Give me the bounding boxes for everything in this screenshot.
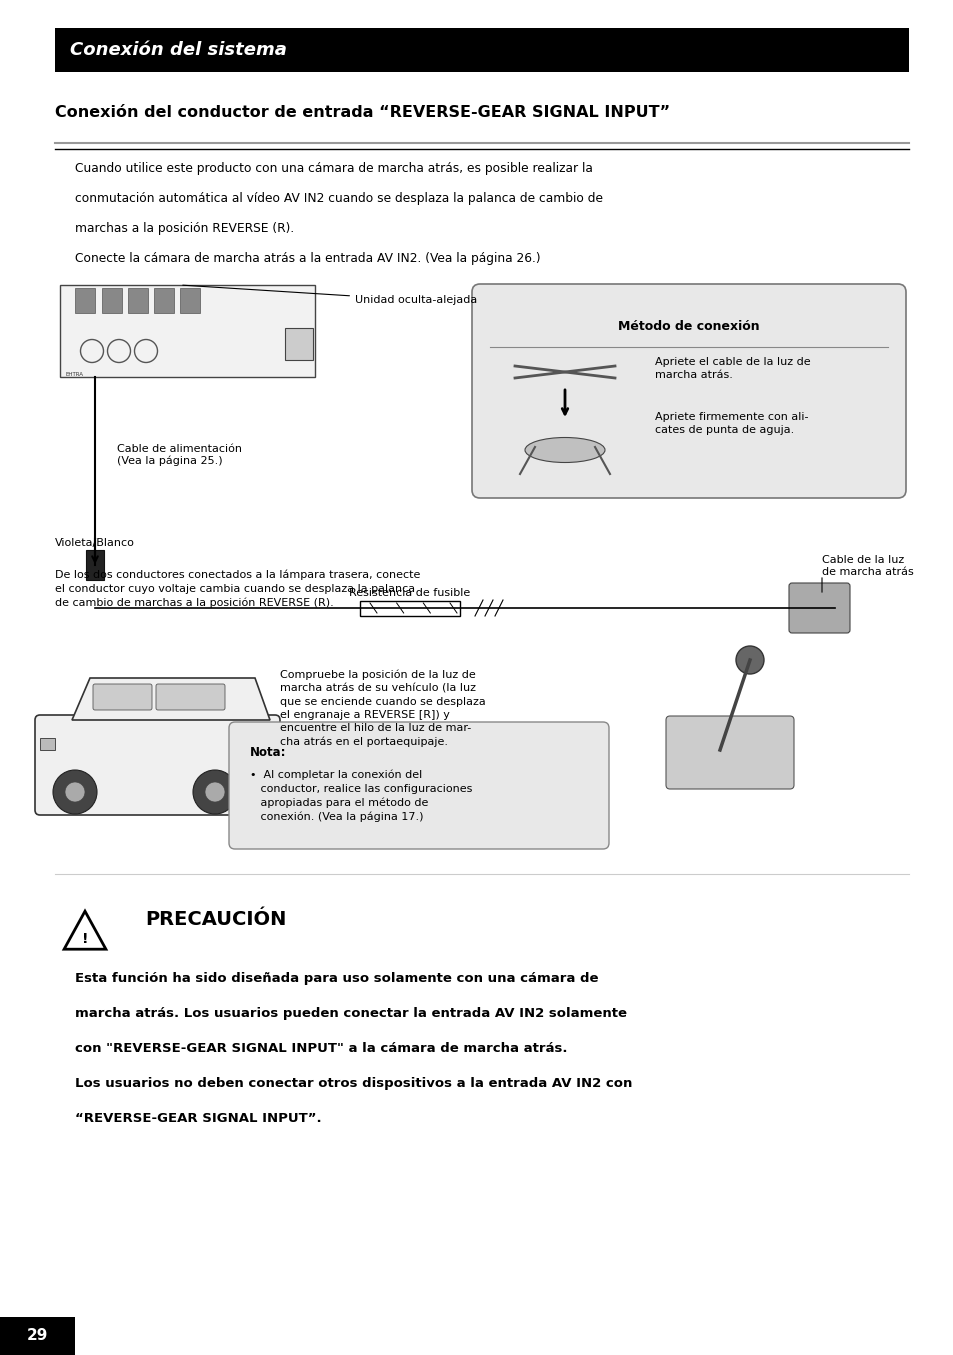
FancyBboxPatch shape [92, 684, 152, 710]
FancyBboxPatch shape [788, 583, 849, 633]
Text: Apriete firmemente con ali-
cates de punta de aguja.: Apriete firmemente con ali- cates de pun… [655, 412, 807, 435]
Text: 29: 29 [27, 1328, 49, 1344]
Text: marchas a la posición REVERSE (R).: marchas a la posición REVERSE (R). [75, 222, 294, 234]
FancyBboxPatch shape [156, 684, 225, 710]
Bar [0, 1317, 75, 1355]
Text: Los usuarios no deben conectar otros dispositivos a la entrada AV IN2 con: Los usuarios no deben conectar otros dis… [75, 1077, 632, 1089]
Circle shape [108, 340, 131, 363]
Text: De los dos conductores conectados a la lámpara trasera, conecte
el conductor cuy: De los dos conductores conectados a la l… [55, 570, 420, 607]
Text: con "REVERSE-GEAR SIGNAL INPUT" a la cámara de marcha atrás.: con "REVERSE-GEAR SIGNAL INPUT" a la cám… [75, 1042, 567, 1056]
Circle shape [205, 782, 225, 802]
FancyBboxPatch shape [472, 285, 905, 499]
Text: Esta función ha sido diseñada para uso solamente con una cámara de: Esta función ha sido diseñada para uso s… [75, 972, 598, 985]
FancyBboxPatch shape [797, 588, 831, 627]
Circle shape [53, 770, 97, 814]
Polygon shape [71, 678, 270, 720]
Text: Cable de la luz
de marcha atrás: Cable de la luz de marcha atrás [821, 556, 913, 577]
Text: Nota:: Nota: [250, 747, 286, 759]
Circle shape [80, 340, 103, 363]
Text: Compruebe la posición de la luz de
marcha atrás de su vehículo (la luz
que se en: Compruebe la posición de la luz de march… [280, 669, 485, 747]
Text: •  Al completar la conexión del
   conductor, realice las configuraciones
   apr: • Al completar la conexión del conductor… [250, 770, 472, 821]
Text: !: ! [82, 932, 89, 946]
FancyBboxPatch shape [229, 722, 608, 850]
Bar [40, 738, 55, 751]
Text: marcha atrás. Los usuarios pueden conectar la entrada AV IN2 solamente: marcha atrás. Los usuarios pueden conect… [75, 1007, 626, 1020]
Text: Método de conexión: Método de conexión [618, 320, 759, 333]
Text: EHTRA: EHTRA [65, 373, 83, 377]
FancyBboxPatch shape [665, 715, 793, 789]
Text: “REVERSE-GEAR SIGNAL INPUT”.: “REVERSE-GEAR SIGNAL INPUT”. [75, 1112, 321, 1125]
Bar [86, 550, 104, 580]
Circle shape [735, 646, 763, 673]
Text: Conexión del conductor de entrada “REVERSE-GEAR SIGNAL INPUT”: Conexión del conductor de entrada “REVER… [55, 104, 669, 121]
Text: Cuando utilice este producto con una cámara de marcha atrás, es posible realizar: Cuando utilice este producto con una cám… [75, 163, 592, 175]
FancyBboxPatch shape [35, 715, 280, 814]
Text: Violeta/Blanco: Violeta/Blanco [55, 538, 134, 547]
Text: Conexión del sistema: Conexión del sistema [70, 41, 287, 60]
Circle shape [193, 770, 236, 814]
Bar [102, 289, 122, 313]
Text: Conecte la cámara de marcha atrás a la entrada AV IN2. (Vea la página 26.): Conecte la cámara de marcha atrás a la e… [75, 252, 540, 266]
Text: conmutación automática al vídeo AV IN2 cuando se desplaza la palanca de cambio d: conmutación automática al vídeo AV IN2 c… [75, 192, 602, 205]
Polygon shape [64, 911, 106, 950]
Bar [60, 285, 314, 377]
Text: PRECAUCIÓN: PRECAUCIÓN [145, 911, 286, 930]
Bar [180, 289, 200, 313]
Text: Cable de alimentación
(Vea la página 25.): Cable de alimentación (Vea la página 25.… [117, 444, 242, 466]
Bar [75, 289, 95, 313]
Bar [285, 328, 313, 360]
Circle shape [65, 782, 85, 802]
Bar [128, 289, 148, 313]
Bar [153, 289, 173, 313]
Circle shape [134, 340, 157, 363]
Text: Resistencia de fusible: Resistencia de fusible [349, 588, 470, 598]
Ellipse shape [524, 438, 604, 462]
Text: Apriete el cable de la luz de
marcha atrás.: Apriete el cable de la luz de marcha atr… [655, 356, 810, 381]
Text: Unidad oculta-alejada: Unidad oculta-alejada [183, 285, 476, 305]
Bar [359, 600, 459, 615]
Bar [55, 28, 908, 72]
